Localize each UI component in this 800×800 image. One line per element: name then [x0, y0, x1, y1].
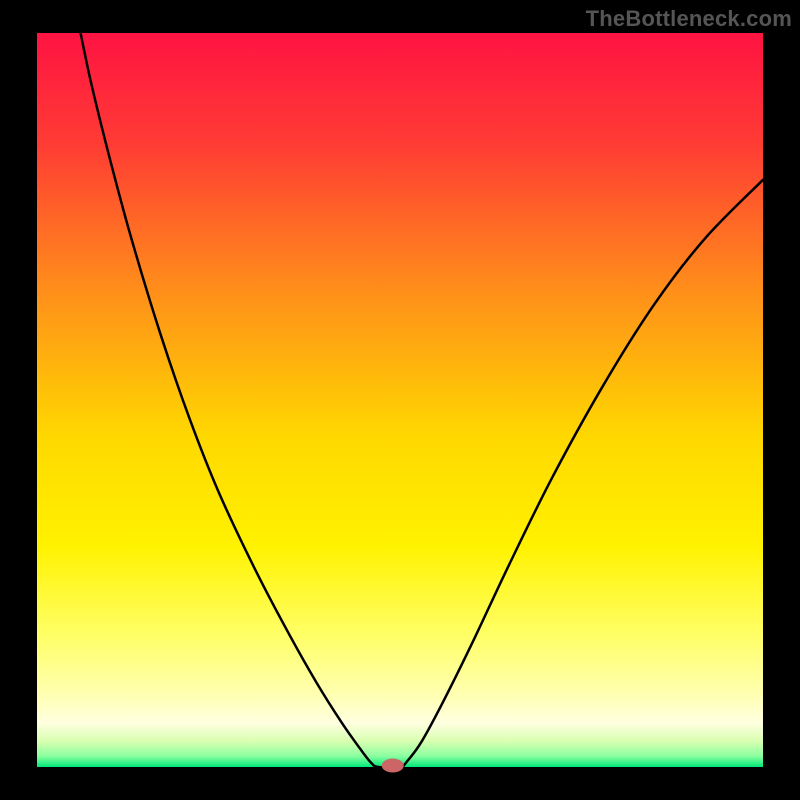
- watermark-text: TheBottleneck.com: [586, 6, 792, 32]
- optimum-marker: [382, 759, 404, 773]
- bottleneck-plot: [0, 0, 800, 800]
- chart-container: TheBottleneck.com: [0, 0, 800, 800]
- plot-background: [37, 33, 763, 767]
